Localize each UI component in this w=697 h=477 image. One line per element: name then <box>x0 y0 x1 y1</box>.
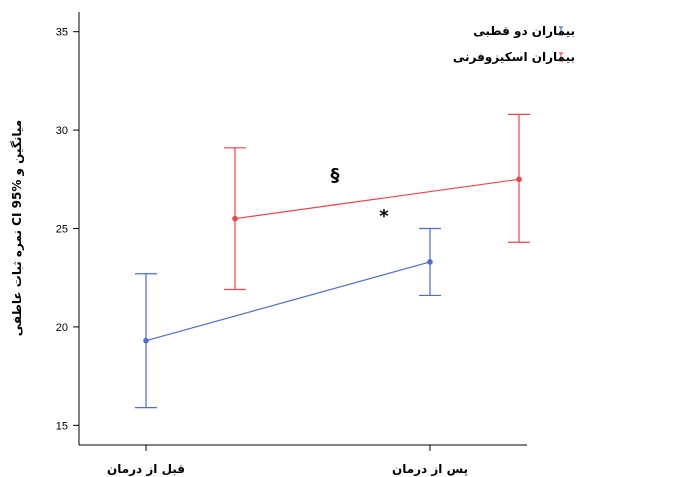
y-ticks: 15 20 25 30 35 <box>56 27 79 432</box>
y-tick-label: 20 <box>56 322 68 334</box>
y-tick-label: 30 <box>56 125 68 137</box>
x-ticks: قبل از درمان پس از درمان <box>107 445 468 476</box>
data-point <box>516 176 522 183</box>
legend: بیماران دو قطبی بیماران اسکیزوفرنی <box>453 24 575 65</box>
data-point <box>232 215 238 222</box>
legend-item-bipolar: بیماران دو قطبی <box>473 24 575 39</box>
series-layer <box>135 113 530 409</box>
legend-label-schizophrenia: بیماران اسکیزوفرنی <box>453 50 575 65</box>
annotation-asterisk: * <box>379 206 389 227</box>
legend-item-schizophrenia: بیماران اسکیزوفرنی <box>453 50 575 65</box>
y-tick-label: 15 <box>56 420 68 432</box>
error-bar-legend-icon <box>559 26 563 36</box>
series-line <box>145 261 431 342</box>
error-bar-legend-icon <box>559 52 563 62</box>
annotation-section-sign: § <box>331 165 340 186</box>
series-0 <box>135 227 441 409</box>
y-axis-label: میانگین و CI 95% نمره ثبات عاطفی <box>10 120 25 336</box>
series-line <box>234 178 520 220</box>
series-1 <box>224 113 530 291</box>
data-point <box>143 337 149 344</box>
x-tick-label: قبل از درمان <box>107 462 185 476</box>
y-tick-label: 25 <box>56 224 68 236</box>
x-tick-label: پس از درمان <box>392 462 468 476</box>
data-point <box>427 259 433 265</box>
y-tick-label: 35 <box>56 27 68 39</box>
legend-label-bipolar: بیماران دو قطبی <box>473 24 575 39</box>
